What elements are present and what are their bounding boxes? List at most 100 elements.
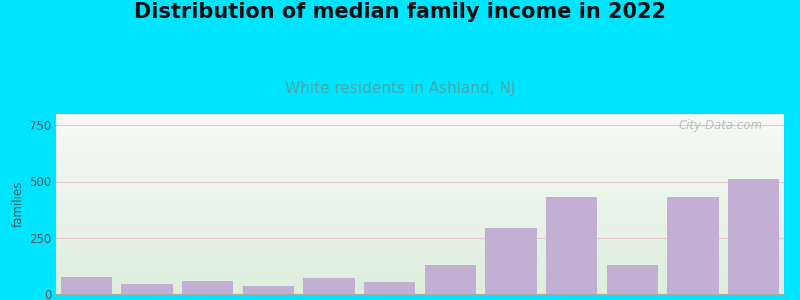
Bar (56, 201, 784, 202)
Text: Distribution of median family income in 2022: Distribution of median family income in … (134, 2, 666, 22)
Bar (56, 196, 784, 197)
Bar (56, 117, 784, 118)
Bar (56, 116, 784, 117)
Bar (56, 209, 784, 210)
Bar (56, 237, 784, 238)
Bar (56, 167, 784, 168)
Bar (56, 245, 784, 246)
Bar (56, 206, 784, 207)
Bar (56, 171, 784, 172)
Bar (56, 243, 784, 244)
Bar (56, 248, 784, 249)
Bar (56, 263, 784, 264)
Bar (56, 173, 784, 174)
Bar (728, 179, 779, 294)
Bar (56, 130, 784, 131)
Bar (56, 254, 784, 255)
Bar (56, 223, 784, 224)
Bar (56, 180, 784, 181)
Bar (56, 160, 784, 161)
Bar (56, 162, 784, 163)
Bar (56, 283, 784, 284)
Bar (56, 135, 784, 136)
Text: White residents in Ashland, NJ: White residents in Ashland, NJ (285, 81, 515, 96)
Bar (56, 269, 784, 270)
Bar (56, 210, 784, 211)
Bar (56, 152, 784, 153)
Bar (56, 234, 784, 235)
Bar (56, 230, 784, 231)
Bar (56, 233, 784, 234)
Bar (56, 125, 784, 126)
Bar (56, 163, 784, 164)
Bar (56, 285, 784, 286)
Bar (56, 140, 784, 141)
Bar (56, 192, 784, 193)
Bar (56, 194, 784, 195)
Bar (56, 272, 784, 273)
Bar (56, 236, 784, 237)
Bar (56, 208, 784, 209)
Bar (56, 148, 784, 149)
Bar (56, 128, 784, 129)
Bar (56, 124, 784, 125)
Bar (56, 215, 784, 216)
Bar (56, 267, 784, 268)
Bar (56, 175, 784, 176)
Bar (56, 227, 784, 228)
Bar (56, 207, 784, 208)
Bar (56, 278, 784, 279)
Bar (56, 268, 784, 269)
Bar (56, 122, 784, 123)
Bar (56, 183, 784, 184)
Bar (56, 190, 784, 191)
Bar (56, 165, 784, 166)
Bar (56, 115, 784, 116)
Bar (56, 205, 784, 206)
Bar (56, 127, 784, 128)
Bar (56, 185, 784, 186)
Bar (667, 197, 718, 294)
Bar (425, 265, 476, 294)
Y-axis label: families: families (12, 181, 25, 227)
Bar (56, 216, 784, 217)
Bar (56, 142, 784, 143)
Bar (56, 274, 784, 275)
Bar (56, 246, 784, 247)
Bar (56, 260, 784, 261)
Bar (56, 275, 784, 276)
Bar (56, 290, 784, 291)
Bar (56, 214, 784, 215)
Bar (56, 277, 784, 278)
Bar (56, 118, 784, 119)
Bar (56, 244, 784, 245)
Bar (56, 224, 784, 225)
Bar (56, 153, 784, 154)
Bar (56, 189, 784, 190)
Bar (56, 222, 784, 223)
Bar (56, 279, 784, 280)
Bar (56, 158, 784, 159)
Bar (61, 277, 112, 294)
Bar (56, 182, 784, 183)
Bar (56, 121, 784, 122)
Bar (56, 265, 784, 266)
Bar (364, 282, 415, 294)
Bar (56, 120, 784, 121)
Bar (56, 270, 784, 271)
Bar (56, 151, 784, 152)
Bar (56, 170, 784, 171)
Bar (56, 212, 784, 213)
Bar (56, 261, 784, 262)
Bar (56, 126, 784, 127)
Bar (56, 271, 784, 272)
Bar (56, 262, 784, 263)
Bar (56, 114, 784, 115)
Bar (56, 203, 784, 204)
Bar (56, 174, 784, 175)
Bar (56, 292, 784, 293)
Bar (56, 137, 784, 138)
Bar (182, 280, 234, 294)
Bar (56, 156, 784, 157)
Bar (56, 282, 784, 283)
